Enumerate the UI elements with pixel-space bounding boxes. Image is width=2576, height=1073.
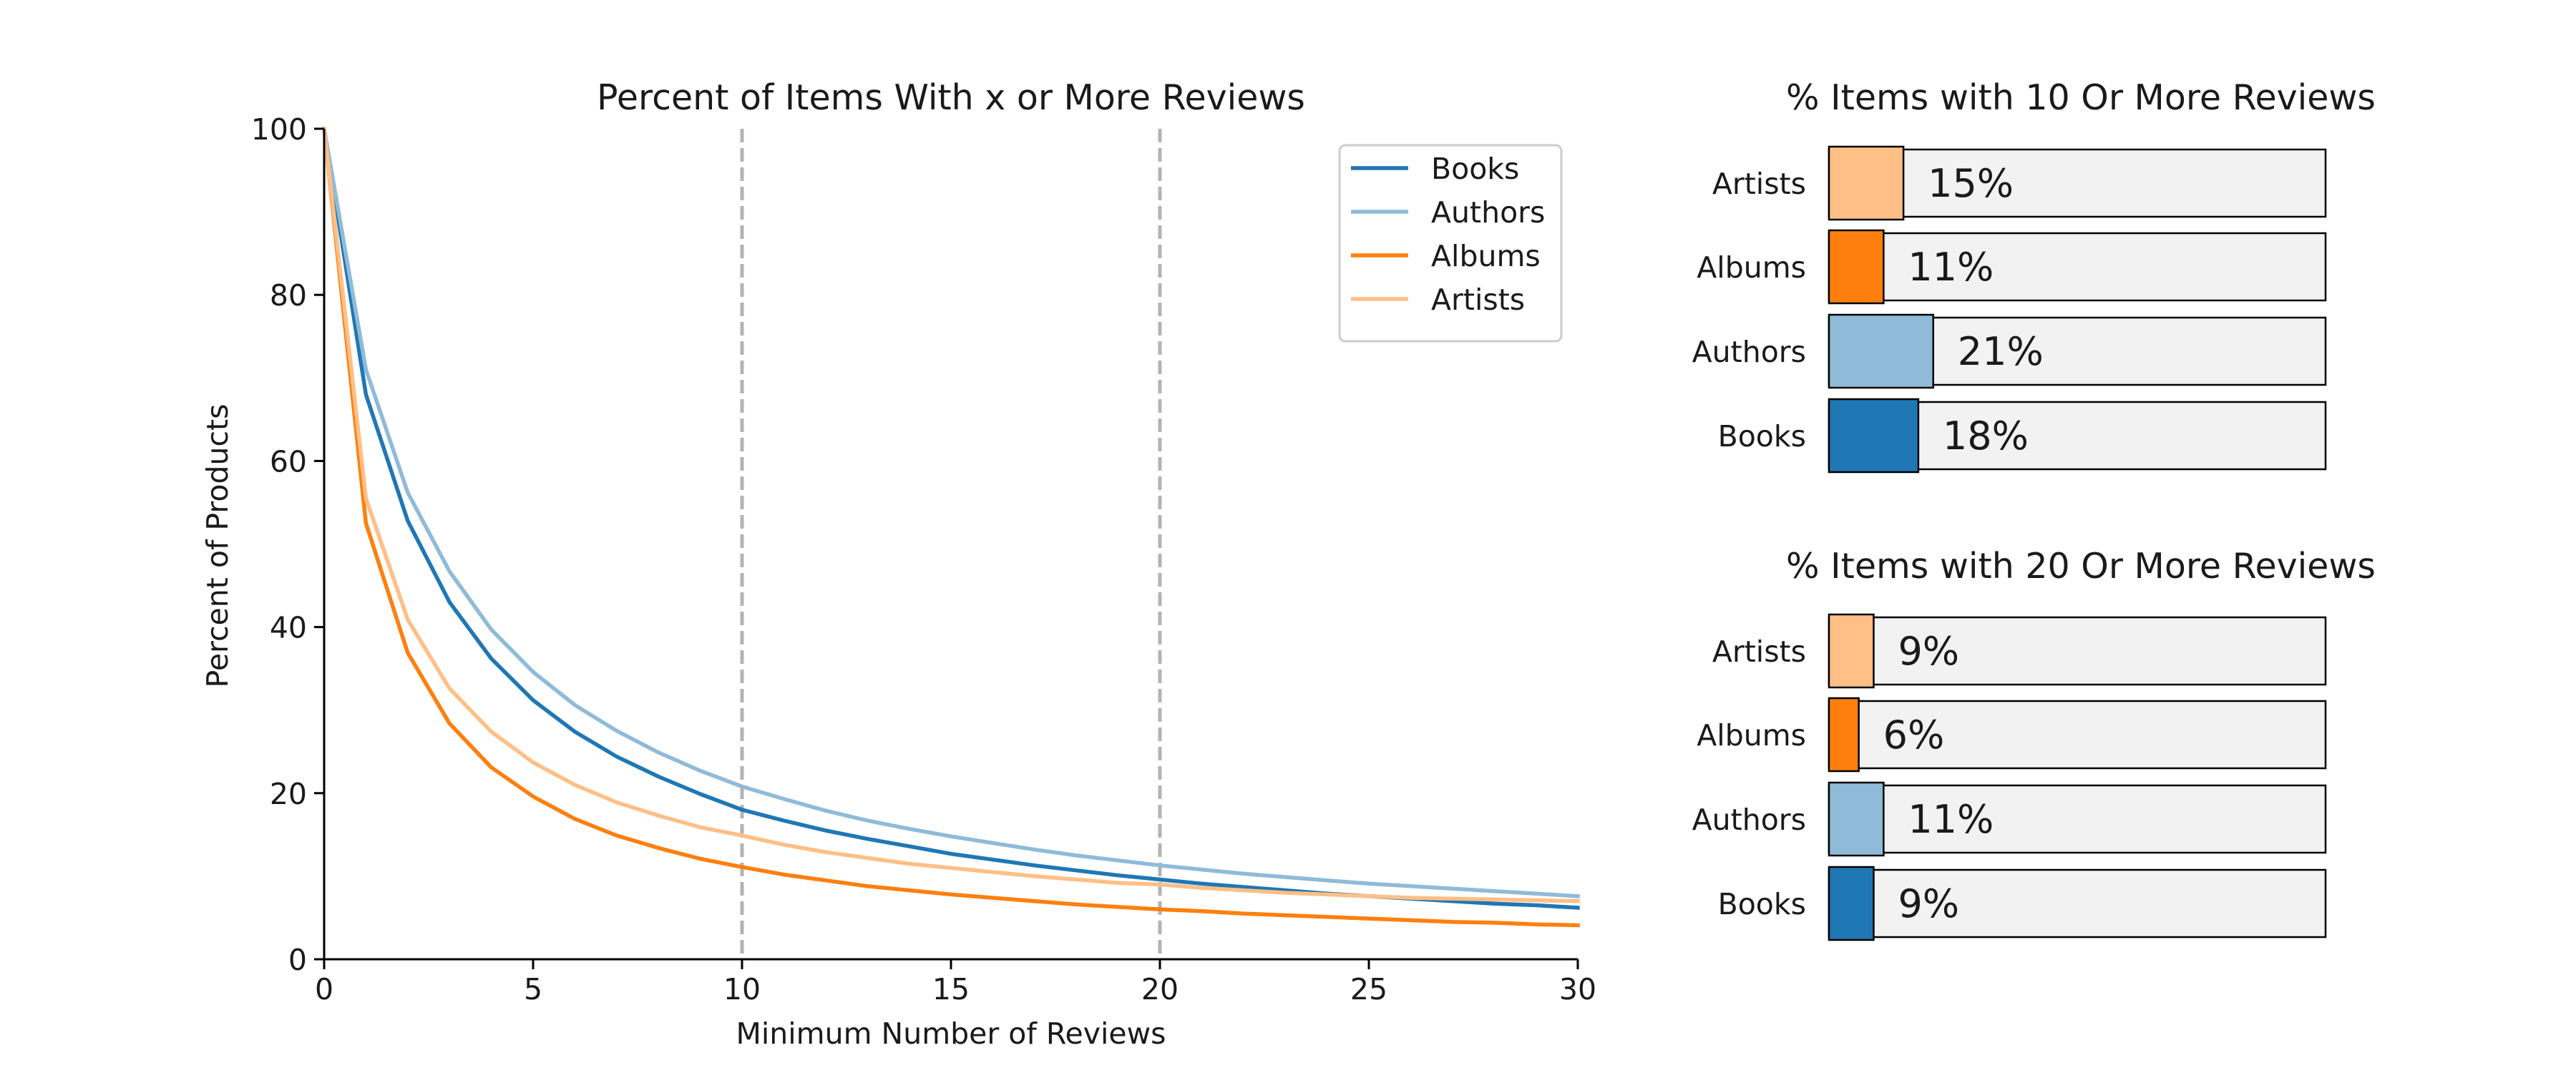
bar-value-label-authors: 21% (1958, 329, 2044, 374)
legend: Books Authors Albums Artists (1338, 144, 1563, 343)
y-tick-label: 0 (288, 943, 307, 977)
series-line-artists (321, 126, 1580, 903)
bar-value-label-artists: 9% (1898, 629, 1959, 674)
bar-chart-20-title: % Items with 20 Or More Reviews (1786, 546, 2376, 587)
series-line-albums (321, 126, 1580, 928)
legend-label-artists: Artists (1431, 283, 1525, 317)
x-tick-label: 10 (723, 972, 761, 1006)
bar-category-label-books: Books (1718, 887, 1806, 921)
x-tick-label: 5 (524, 972, 542, 1006)
bar-track-albums (1828, 700, 2327, 770)
bar-track-artists (1828, 616, 2327, 686)
legend-box (1338, 144, 1563, 343)
bar-value-label-books: 18% (1943, 413, 2029, 459)
bar-fill-books (1828, 866, 1875, 941)
x-tick-label: 15 (932, 972, 970, 1006)
bar-fill-albums (1828, 697, 1860, 773)
bar-fill-authors (1828, 781, 1885, 857)
bar-category-label-books: Books (1718, 419, 1806, 454)
bar-fill-artists (1828, 613, 1875, 689)
bar-value-label-albums: 6% (1883, 712, 1945, 758)
y-tick-label: 20 (270, 777, 307, 811)
legend-label-albums: Albums (1431, 239, 1541, 273)
line-chart-axes: 0 5 10 15 20 25 30 0 20 40 60 80 100 (251, 112, 1596, 1006)
line-series-group (321, 126, 1580, 928)
y-tick-label: 100 (251, 112, 307, 147)
bar-value-label-artists: 15% (1928, 161, 2014, 206)
bar-fill-authors (1828, 313, 1934, 389)
series-line-authors (321, 126, 1580, 898)
line-chart-title: Percent of Items With x or More Reviews (597, 77, 1305, 118)
bar-fill-artists (1828, 145, 1905, 221)
bar-track-albums (1828, 232, 2327, 302)
bar-category-label-albums: Albums (1697, 718, 1806, 753)
bar-fill-books (1828, 398, 1920, 474)
bar-value-label-albums: 11% (1908, 245, 1994, 290)
bar-category-label-artists: Artists (1712, 167, 1806, 201)
bar-track-artists (1828, 148, 2327, 218)
bar-fill-albums (1828, 229, 1885, 305)
bar-category-label-artists: Artists (1712, 635, 1806, 669)
y-tick-label: 40 (270, 611, 307, 645)
bar-track-authors (1828, 784, 2327, 854)
bar-chart-10-reviews: % Items with 10 Or More Reviews Artists 1… (1692, 77, 2376, 474)
bar-track-books (1828, 868, 2327, 939)
bar-chart-20-reviews: % Items with 20 Or More Reviews Artists 9… (1692, 546, 2376, 941)
x-tick-label: 25 (1350, 972, 1387, 1006)
reference-lines (740, 129, 1162, 959)
bar-category-label-authors: Authors (1692, 335, 1806, 369)
bar-value-label-books: 9% (1898, 881, 1959, 926)
y-axis-label: Percent of Products (200, 404, 235, 688)
bar-category-label-albums: Albums (1697, 250, 1806, 285)
bar-category-label-authors: Authors (1692, 803, 1806, 837)
x-tick-label: 30 (1559, 972, 1596, 1006)
y-tick-label: 60 (270, 444, 307, 479)
bar-value-label-authors: 11% (1908, 797, 1994, 842)
line-chart: Percent of Items With x or More Reviews … (200, 77, 1596, 1051)
legend-label-authors: Authors (1431, 195, 1545, 230)
legend-label-books: Books (1431, 152, 1519, 186)
x-tick-label: 0 (315, 972, 333, 1006)
x-axis-label: Minimum Number of Reviews (736, 1016, 1166, 1051)
bar-chart-10-title: % Items with 10 Or More Reviews (1786, 77, 2376, 118)
x-tick-label: 20 (1141, 972, 1179, 1006)
y-tick-label: 80 (270, 278, 307, 313)
